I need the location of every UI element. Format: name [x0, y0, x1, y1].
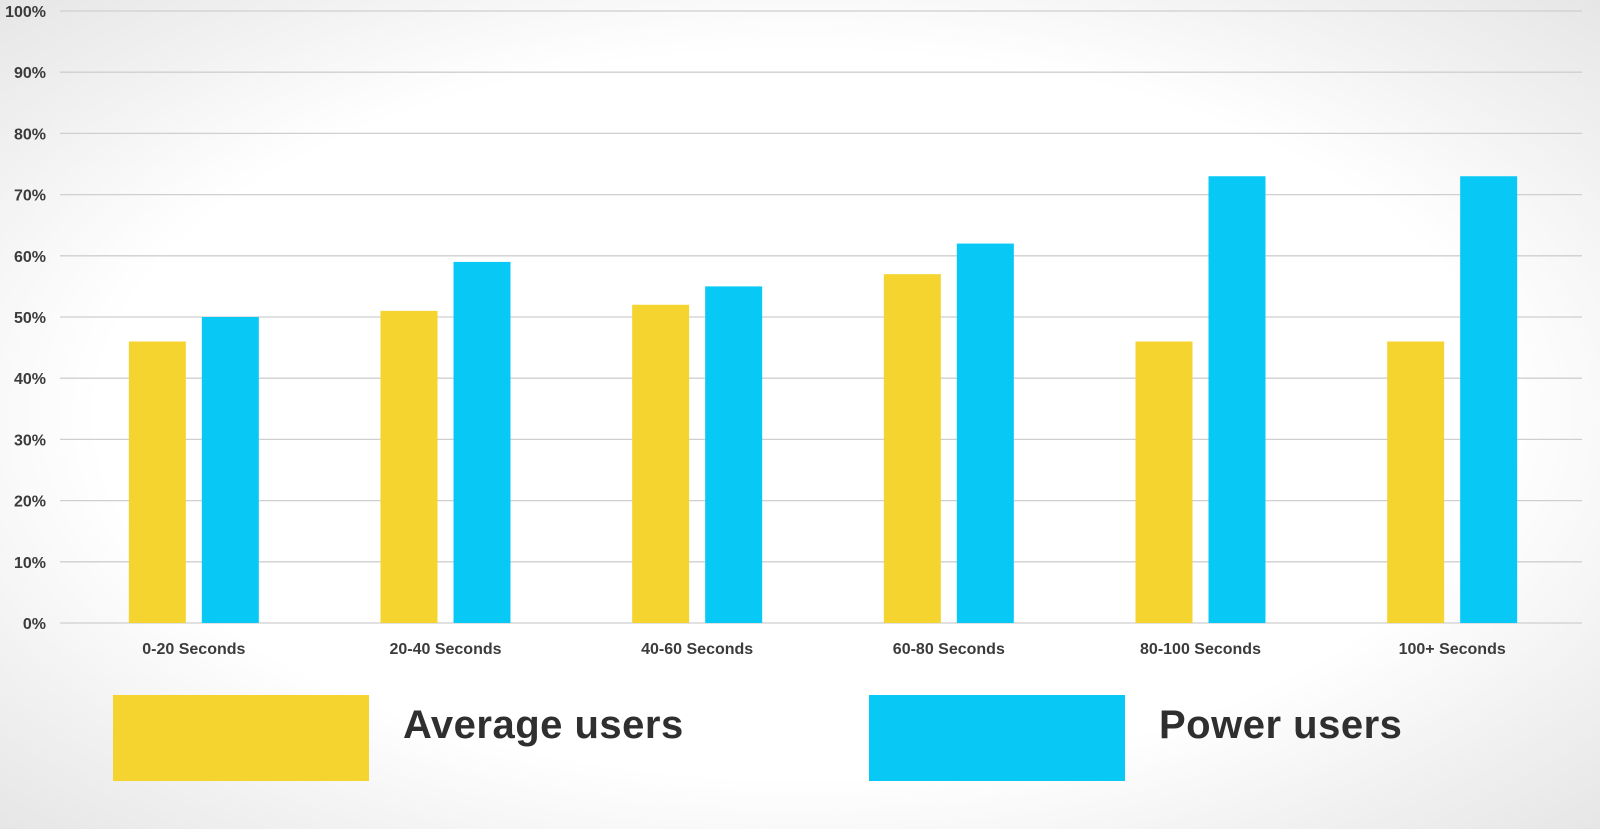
bar-power-users-3	[705, 286, 763, 623]
bar-average-users-1	[128, 341, 186, 623]
legend-swatch-power	[869, 695, 1125, 781]
y-tick-label: 70%	[14, 188, 46, 205]
bar-power-users-2	[453, 261, 511, 623]
y-tick-label: 60%	[14, 249, 46, 266]
bar-average-users-4	[883, 274, 941, 623]
y-tick-label: 100%	[5, 4, 46, 21]
bar-average-users-5	[1135, 341, 1193, 623]
x-tick-label: 0-20 Seconds	[142, 641, 245, 658]
bar-power-users-1	[201, 317, 259, 623]
bar-average-users-3	[632, 304, 690, 623]
y-tick-label: 20%	[14, 494, 46, 511]
y-tick-label: 30%	[14, 432, 46, 449]
bar-average-users-2	[380, 310, 438, 623]
bars	[128, 176, 1518, 624]
bar-power-users-5	[1208, 176, 1266, 624]
legend-swatch-average	[113, 695, 369, 781]
x-tick-label: 40-60 Seconds	[641, 641, 753, 658]
x-axis-ticks: 0-20 Seconds 20-40 Seconds 40-60 Seconds 60…	[142, 641, 1506, 658]
y-tick-label: 50%	[14, 310, 46, 327]
bar-power-users-6	[1460, 176, 1518, 624]
x-tick-label: 20-40 Seconds	[389, 641, 501, 658]
legend-label-power: Power users	[1159, 703, 1403, 747]
gridlines	[60, 10, 1582, 624]
x-tick-label: 60-80 Seconds	[893, 641, 1005, 658]
y-tick-label: 40%	[14, 371, 46, 388]
x-tick-label: 100+ Seconds	[1399, 641, 1506, 658]
bar-power-users-4	[956, 243, 1014, 623]
bar-average-users-6	[1387, 341, 1445, 623]
y-axis-ticks: 0% 10% 20% 30% 40% 50% 60% 70% 80% 90% 100%	[5, 4, 46, 633]
x-tick-label: 80-100 Seconds	[1140, 641, 1261, 658]
y-tick-label: 0%	[23, 616, 46, 633]
y-tick-label: 90%	[14, 65, 46, 82]
y-tick-label: 10%	[14, 555, 46, 572]
y-tick-label: 80%	[14, 126, 46, 143]
legend-label-average: Average users	[403, 703, 684, 747]
